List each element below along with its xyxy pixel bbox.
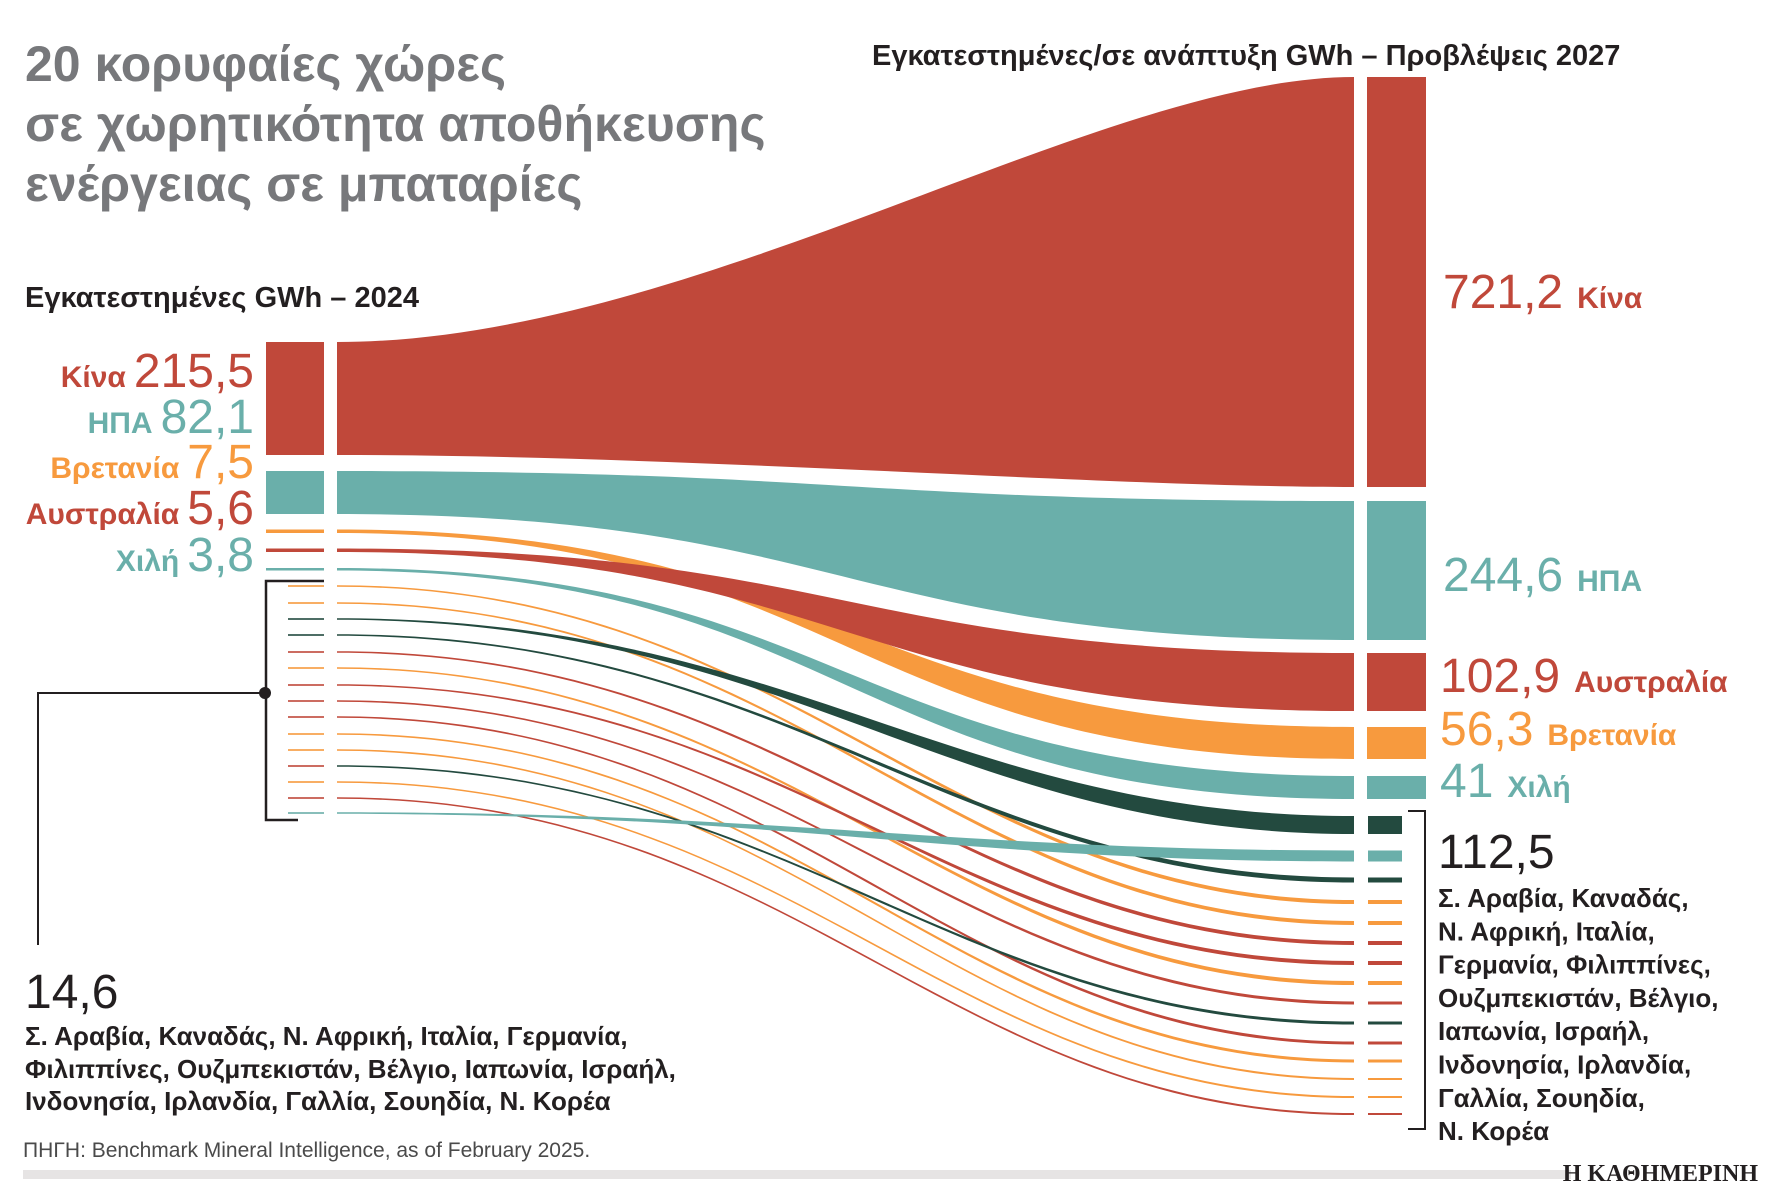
right-node-britain [1367,727,1426,759]
right-node-group-14 [1368,1096,1402,1098]
left-group-line-1: Σ. Αραβία, Καναδάς, Ν. Αφρική, Ιταλία, Γ… [25,1021,628,1051]
nodes [266,77,1426,1115]
left-label-usa: ΗΠΑ 82,1 [88,391,254,444]
right-group-list: Σ. Αραβία, Καναδάς,Ν. Αφρική, Ιταλία, Γερ… [1438,883,1719,1146]
flow-group-3 [337,618,1354,834]
right-node-australia [1367,653,1426,711]
right-label-australia: 102,9 Αυστραλία [1440,650,1728,703]
right-group-line-6: Ινδονησία, Ιρλανδία, [1438,1050,1691,1080]
left-node-group-10 [288,733,324,735]
right-node-group-6 [1368,941,1402,945]
right-group-line-2: Ν. Αφρική, Ιταλία, [1438,916,1655,946]
right-node-group-12 [1368,1059,1402,1063]
left-node-group-3 [288,618,324,620]
left-label-australia: Αυστραλία 5,6 [26,482,254,535]
right-node-group-10 [1368,1021,1402,1025]
right-group-bracket [1408,810,1426,1130]
flow-group-15 [337,812,1354,862]
flow-group-9 [337,716,1354,1045]
right-node-group-9 [1368,1001,1402,1005]
left-node-chile [266,568,324,571]
left-label-chile: Χιλή 3,8 [116,529,254,582]
left-group-line-2: Φιλιππίνες, Ουζμπεκιστάν, Βέλγιο, Ιαπωνί… [25,1054,676,1084]
right-node-chile [1367,776,1426,799]
left-node-group-11 [288,749,324,751]
left-node-group-5 [288,651,324,653]
right-group-line-1: Σ. Αραβία, Καναδάς, [1438,883,1689,913]
right-node-china [1367,77,1426,487]
flow-china [337,77,1354,487]
flow-chile [337,568,1354,799]
right-heading: Εγκατεστημένες/σε ανάπτυξη GWh – Προβλέψ… [872,40,1620,72]
left-node-group-7 [288,684,324,686]
flow-australia [337,548,1354,711]
source-note: ΠΗΓΗ: Benchmark Mineral Intelligence, as… [23,1139,590,1162]
right-label-chile: 41 Χιλή [1440,755,1571,808]
right-label-china: 721,2 Κίνα [1443,266,1643,319]
flow-usa [337,471,1354,640]
left-node-group-14 [288,797,324,799]
right-node-usa [1367,501,1426,640]
left-node-group-4 [288,634,324,636]
right-group-line-4: Ουζμπεκιστάν, Βέλγιο, [1438,983,1719,1013]
title-line-3: ενέργειας σε μπαταρίες [25,156,582,212]
brackets [37,579,1426,1130]
left-label-china: Κίνα 215,5 [61,345,254,398]
right-group-line-3: Γερμανία, Φιλιππίνες, [1438,950,1711,980]
left-node-china [266,342,324,455]
flow-britain [337,529,1354,759]
right-group-line-5: Ιαπωνία, Ισραήλ, [1438,1016,1649,1046]
right-node-group-7 [1368,961,1402,965]
right-label-usa: 244,6 ΗΠΑ [1443,549,1642,602]
right-node-group-3 [1368,877,1402,883]
right-node-group-1 [1368,816,1402,834]
left-node-group-6 [288,667,324,669]
right-node-group-5 [1368,921,1402,925]
left-node-group-1 [288,585,324,587]
title-line-1: 20 κορυφαίες χώρες [25,36,506,92]
right-node-group-13 [1368,1078,1402,1080]
title-line-2: σε χωρητικότητα αποθήκευσης [25,96,765,152]
right-group-line-7: Γαλλία, Σουηδία, [1438,1083,1645,1113]
right-node-group-15 [1368,1113,1402,1115]
right-node-group-8 [1368,981,1402,985]
left-group-line-3: Ινδονησία, Ιρλανδία, Γαλλία, Σουηδία, Ν.… [25,1086,611,1116]
brand-logo: Η ΚΑΘΗΜΕΡΙΝΗ [1563,1161,1759,1187]
left-node-usa [266,471,324,514]
left-node-australia [266,548,324,552]
right-node-group-2 [1368,850,1402,862]
right-node-group-11 [1368,1041,1402,1045]
left-node-group-8 [288,700,324,702]
flows [337,77,1354,1115]
left-node-group-9 [288,716,324,718]
left-label-britain: Βρετανία 7,5 [50,436,254,489]
left-group-bracket [264,579,324,822]
right-group-line-8: Ν. Κορέα [1438,1116,1549,1146]
footer-bar [23,1170,1571,1179]
right-group-value: 112,5 [1438,826,1555,879]
right-label-britain: 56,3 Βρετανία [1440,703,1677,756]
left-node-group-12 [288,765,324,767]
left-heading: Εγκατεστημένες GWh – 2024 [25,282,419,314]
left-group-value: 14,6 [25,966,118,1019]
left-node-group-15 [288,812,324,814]
flow-group-12 [337,765,1354,1025]
left-group-leader [37,692,265,945]
left-node-group-2 [288,602,324,604]
left-node-group-13 [288,781,324,783]
left-node-britain [266,529,324,533]
right-node-group-4 [1368,900,1402,904]
